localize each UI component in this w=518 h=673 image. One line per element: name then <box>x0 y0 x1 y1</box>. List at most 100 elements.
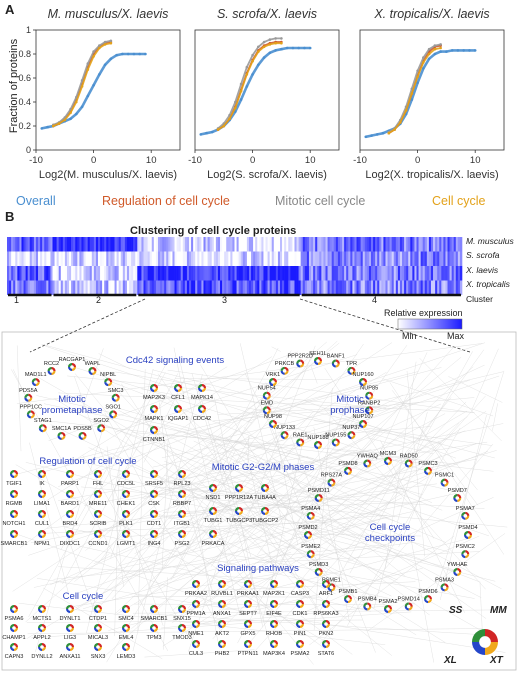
heatmap-cell <box>437 251 440 266</box>
heatmap-cell <box>52 237 55 252</box>
heatmap-cell <box>420 280 424 295</box>
heatmap-cell <box>186 251 190 266</box>
heatmap-cell <box>280 280 283 295</box>
heatmap-cell <box>100 266 103 281</box>
heatmap-cell <box>129 251 132 266</box>
heatmap-cell <box>54 280 57 295</box>
heatmap-cell <box>95 266 99 281</box>
heatmap-cell <box>242 251 246 266</box>
heatmap-cell <box>213 280 217 295</box>
network-edge <box>28 488 229 556</box>
heatmap-cell <box>298 237 301 252</box>
heatmap-cell <box>207 280 210 295</box>
expression-pie <box>296 359 305 368</box>
expression-pie <box>38 424 47 433</box>
data-point <box>375 133 379 136</box>
pie-hole <box>272 622 276 626</box>
heatmap-cell <box>304 266 308 281</box>
heatmap-cell <box>366 237 370 252</box>
network-edge <box>143 378 186 463</box>
expression-pie <box>235 484 243 492</box>
network-edge <box>191 373 272 647</box>
heatmap-cell <box>424 266 428 281</box>
data-point <box>69 111 72 115</box>
heatmap-cell <box>7 266 10 281</box>
node-label: PDS5A <box>19 388 38 394</box>
node-label: SGO2 <box>93 418 109 424</box>
heatmap-cell <box>323 280 326 295</box>
heatmap-cell <box>120 251 124 266</box>
heatmap-cell <box>406 237 409 252</box>
heatmap-cell <box>62 280 66 295</box>
heatmap-cell <box>58 251 62 266</box>
heatmap-cell <box>207 237 210 252</box>
heatmap-cell <box>48 251 51 266</box>
heatmap-cell <box>129 280 132 295</box>
network-edge <box>206 433 502 589</box>
heatmap-cell <box>66 280 70 295</box>
heatmap-cell <box>29 251 33 266</box>
heatmap-cell <box>9 237 12 252</box>
data-point <box>92 83 95 87</box>
heatmap-cell <box>69 280 72 295</box>
node-label: PSMA2 <box>291 651 310 657</box>
heatmap-cell <box>89 251 93 266</box>
pie-hole <box>463 552 468 556</box>
pie-legend-ss: SS <box>449 605 463 616</box>
expression-pie <box>94 490 102 498</box>
species-label-ss: S. scrofa <box>466 250 500 260</box>
network-edge <box>375 352 428 461</box>
pie-hole <box>96 472 100 476</box>
network-edge <box>152 369 495 459</box>
heatmap-cell <box>126 280 130 295</box>
heatmap-cell <box>288 237 291 252</box>
heatmap-cell <box>19 266 22 281</box>
pie-hole <box>463 514 468 518</box>
data-point <box>109 39 113 43</box>
node-label: PSMC1 <box>435 473 454 479</box>
heatmap-cell <box>441 237 444 252</box>
y-tick-label: 0.2 <box>18 121 31 131</box>
data-point <box>410 98 414 101</box>
data-point <box>86 62 90 65</box>
heatmap-cell <box>439 237 442 252</box>
heatmap-cell <box>222 280 225 295</box>
data-point <box>308 46 312 50</box>
pie-hole <box>124 645 128 649</box>
network-edge <box>43 468 101 629</box>
heatmap-cell <box>180 251 184 266</box>
series-line <box>388 43 441 133</box>
pie-hole <box>68 607 72 611</box>
heatmap-cell <box>354 237 357 252</box>
pie-hole <box>346 469 350 473</box>
heatmap <box>7 237 471 353</box>
species-label-mm: M. musculus <box>466 236 514 246</box>
heatmap-cell <box>457 266 461 281</box>
node-label: EMD <box>261 400 273 406</box>
heatmap-cell <box>280 251 283 266</box>
node-label: PSMB4 <box>358 596 377 602</box>
pie-hole <box>316 570 321 574</box>
expression-pie <box>322 580 330 588</box>
heatmap-cell <box>172 280 175 295</box>
heatmap-cell <box>203 251 206 266</box>
pie-hole <box>96 607 100 611</box>
heatmap-cell <box>294 280 297 295</box>
heatmap-cell <box>240 237 244 252</box>
expression-pie <box>344 595 352 604</box>
heatmap-cell <box>114 280 117 295</box>
heatmap-cell <box>327 251 330 266</box>
network-edge <box>103 378 443 511</box>
heatmap-cell <box>56 251 60 266</box>
heatmap-cell <box>337 237 341 252</box>
heatmap-cell <box>410 280 413 295</box>
heatmap-cell <box>116 237 119 252</box>
heatmap-cell <box>166 251 169 266</box>
pie-hole <box>426 469 430 473</box>
heatmap-cell <box>166 266 169 281</box>
heatmap-cell <box>451 237 455 252</box>
data-point <box>427 57 431 61</box>
data-point <box>98 46 101 50</box>
pie-hole <box>111 412 115 417</box>
data-point <box>268 43 272 46</box>
